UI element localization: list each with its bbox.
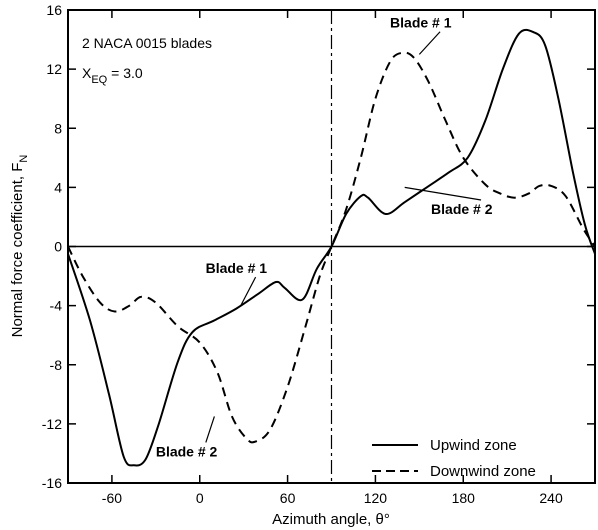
blade-annotation-label: Blade # 2: [156, 443, 218, 459]
y-tick-label: -4: [50, 298, 63, 314]
info-line-2-rest: = 3.0: [107, 65, 143, 81]
info-line-2-sub: EQ: [91, 74, 107, 86]
x-tick-label: 180: [452, 490, 476, 506]
annotation-leader-line: [418, 31, 441, 55]
y-tick-label: 12: [46, 61, 62, 77]
tick-labels: -60 0 60 120 180 240 -16 -12 -8 -4 0 4 8 12 16: [42, 2, 563, 506]
x-tick-label: -60: [102, 490, 122, 506]
x-tick-label: 0: [196, 490, 204, 506]
blade-annotation-label: Blade # 1: [206, 260, 268, 276]
annotation-layer: Blade # 1 Blade # 2 Blade # 1 Blade # 2: [156, 15, 493, 460]
legend: Upwind zone Downwind zone: [372, 437, 536, 480]
x-tick-label: 60: [280, 490, 296, 506]
series-layer: [67, 28, 596, 467]
blade-annotation-label: Blade # 2: [431, 201, 493, 217]
x-tick-label: 120: [364, 490, 388, 506]
y-tick-label: 16: [46, 2, 62, 18]
legend-downwind-label: Downwind zone: [430, 463, 536, 480]
y-tick-label: 8: [54, 120, 62, 136]
y-tick-label: -12: [42, 416, 62, 432]
annotation-leader-line: [240, 276, 257, 306]
info-line-2: XEQ = 3.0: [82, 65, 143, 86]
legend-upwind-label: Upwind zone: [430, 437, 517, 454]
info-line-2-main: X: [82, 65, 92, 81]
y-axis-title-sub: N: [18, 155, 30, 163]
y-tick-label: 4: [54, 179, 62, 195]
info-line-1: 2 NACA 0015 blades: [82, 35, 212, 51]
downwind-series-line: [67, 51, 596, 444]
annotation-leader-line: [404, 186, 482, 201]
y-tick-label: -8: [50, 357, 63, 373]
x-tick-label: 240: [539, 490, 563, 506]
y-axis-title: Normal force coefficient, FN: [9, 155, 30, 338]
y-tick-label: 0: [54, 239, 62, 255]
x-axis-title: Azimuth angle, θ°: [272, 511, 390, 528]
info-box: 2 NACA 0015 blades XEQ = 3.0: [82, 35, 212, 86]
annotation-leader-line: [205, 416, 215, 443]
y-axis-title-main: Normal force coefficient, F: [9, 163, 26, 338]
y-tick-label: -16: [42, 475, 62, 491]
blade-annotation-label: Blade # 1: [390, 15, 452, 31]
